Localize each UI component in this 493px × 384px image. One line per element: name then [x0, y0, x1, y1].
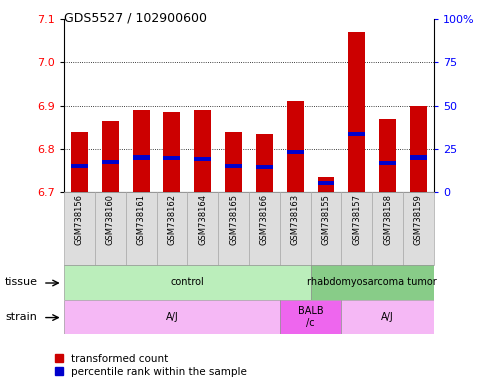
Bar [194, 110, 211, 192]
Text: A/J: A/J [166, 312, 178, 322]
Bar [164, 112, 180, 192]
Bar [379, 119, 396, 192]
Text: GSM738160: GSM738160 [106, 194, 115, 245]
Bar [256, 134, 273, 192]
Bar [64, 265, 311, 300]
Bar [95, 192, 126, 265]
Bar [64, 300, 280, 334]
Bar [102, 121, 119, 192]
Text: GSM738158: GSM738158 [383, 194, 392, 245]
Bar [372, 192, 403, 265]
Bar [349, 132, 365, 136]
Bar [379, 161, 396, 165]
Bar [218, 192, 249, 265]
Bar [225, 164, 242, 168]
Bar [317, 181, 334, 185]
Bar [403, 192, 434, 265]
Bar [133, 155, 149, 160]
Text: GSM738155: GSM738155 [321, 194, 330, 245]
Text: GSM738161: GSM738161 [137, 194, 145, 245]
Bar [187, 192, 218, 265]
Bar [126, 192, 157, 265]
Text: tissue: tissue [5, 277, 38, 287]
Bar [341, 300, 434, 334]
Text: GSM738157: GSM738157 [352, 194, 361, 245]
Bar [317, 177, 334, 192]
Text: GSM738166: GSM738166 [260, 194, 269, 245]
Text: control: control [171, 277, 204, 287]
Bar [71, 164, 88, 168]
Bar [249, 192, 280, 265]
Bar [341, 192, 372, 265]
Text: GSM738156: GSM738156 [75, 194, 84, 245]
Bar [311, 265, 434, 300]
Text: GSM738159: GSM738159 [414, 194, 423, 245]
Bar [64, 192, 95, 265]
Text: GSM738165: GSM738165 [229, 194, 238, 245]
Text: rhabdomyosarcoma tumor: rhabdomyosarcoma tumor [307, 277, 437, 287]
Text: GSM738162: GSM738162 [168, 194, 176, 245]
Bar [71, 132, 88, 192]
Bar [157, 192, 187, 265]
Bar [256, 165, 273, 169]
Text: GDS5527 / 102900600: GDS5527 / 102900600 [64, 12, 207, 25]
Bar [410, 106, 427, 192]
Legend: transformed count, percentile rank within the sample: transformed count, percentile rank withi… [55, 354, 247, 377]
Bar [133, 110, 149, 192]
Bar [225, 132, 242, 192]
Text: GSM738163: GSM738163 [291, 194, 300, 245]
Bar [280, 300, 341, 334]
Text: A/J: A/J [381, 312, 394, 322]
Bar [410, 155, 427, 160]
Bar [102, 160, 119, 164]
Bar [194, 157, 211, 161]
Bar [311, 192, 341, 265]
Text: strain: strain [5, 312, 37, 322]
Text: GSM738164: GSM738164 [198, 194, 207, 245]
Bar [287, 150, 304, 154]
Bar [287, 101, 304, 192]
Bar [164, 156, 180, 161]
Bar [280, 192, 311, 265]
Bar [349, 32, 365, 192]
Text: BALB
/c: BALB /c [298, 306, 323, 328]
